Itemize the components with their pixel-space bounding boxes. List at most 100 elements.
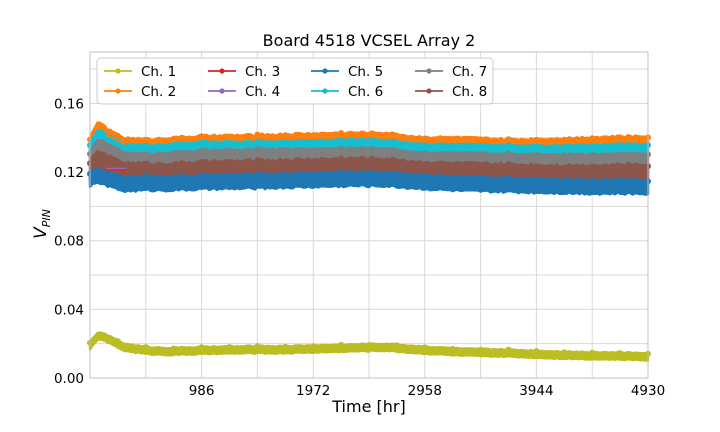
x-tick-label: 4930 <box>631 383 665 399</box>
series-bands <box>87 121 651 362</box>
series-point-ch-7 <box>226 147 233 154</box>
series-point-ch-5 <box>393 171 400 178</box>
series-point-ch-7 <box>589 151 596 158</box>
series-point-ch-5 <box>254 171 261 177</box>
series-point-ch-7 <box>505 150 512 157</box>
series-point-ch-6 <box>198 139 205 146</box>
series-point-ch-2 <box>561 136 568 143</box>
series-point-ch-1 <box>533 348 540 355</box>
series-point-ch-7 <box>282 146 289 153</box>
series-point-ch-5 <box>505 174 512 181</box>
series-point-ch-1 <box>617 350 624 357</box>
series-point-ch-7 <box>561 152 568 159</box>
series-point-ch-2 <box>170 135 177 142</box>
y-axis-label-main: V <box>31 226 51 239</box>
series-point-ch-1 <box>338 341 345 348</box>
series-connector-ch-6 <box>105 139 127 151</box>
tick-labels: 0.00 0.04 0.08 0.12 0.16 986 1972 2958 3944 4930 <box>54 96 665 399</box>
chart-title: Board 4518 VCSEL Array 2 <box>263 31 476 50</box>
series-point-ch-6 <box>589 142 596 149</box>
series-point-ch-1 <box>393 342 400 349</box>
legend-swatch-marker <box>219 68 225 74</box>
legend-swatch-marker <box>322 68 328 74</box>
series-point-ch-1 <box>170 345 177 352</box>
legend-label: Ch. 4 <box>245 84 280 100</box>
y-tick-label: 0.04 <box>54 302 84 318</box>
series-point-ch-7 <box>170 150 177 157</box>
series-point-ch-8 <box>338 155 345 162</box>
y-tick-label: 0.12 <box>54 165 84 181</box>
series-point-ch-2 <box>393 132 400 139</box>
series-point-ch-2 <box>142 136 149 143</box>
series-point-ch-1 <box>449 345 456 352</box>
legend: Ch. 1 Ch. 3 Ch. 5 Ch. 7 Ch. 2 Ch. 4 Ch. 6 Ch. 8 <box>96 57 494 105</box>
series-point-ch-1 <box>561 349 568 356</box>
series-point-ch-6 <box>421 142 428 149</box>
series-point-ch-6 <box>226 139 233 146</box>
series-point-ch-1 <box>477 346 484 353</box>
series-point-ch-8 <box>226 159 233 166</box>
series-point-ch-2 <box>617 134 624 141</box>
series-point-ch-7 <box>421 150 428 157</box>
y-tick-label: 0.16 <box>54 96 84 112</box>
series-point-ch-5 <box>366 170 372 177</box>
legend-entries: Ch. 1 Ch. 3 Ch. 5 Ch. 7 Ch. 2 Ch. 4 Ch. 6 Ch. 8 <box>104 64 487 100</box>
series-point-ch-6 <box>505 142 512 149</box>
series-point-ch-8 <box>142 160 149 167</box>
legend-swatch-marker <box>426 68 432 74</box>
series-point-ch-8 <box>505 161 512 168</box>
series-point-ch-1 <box>226 344 233 350</box>
legend-label: Ch. 2 <box>141 84 176 100</box>
series-point-ch-1 <box>142 344 149 351</box>
series-point-ch-5 <box>561 177 568 184</box>
series-point-ch-6 <box>477 142 484 149</box>
series-point-ch-1 <box>366 342 372 348</box>
series-point-ch-7 <box>338 145 345 152</box>
series-point-ch-5 <box>226 172 233 179</box>
series-point-ch-5 <box>310 171 317 178</box>
series-connector-ch-2 <box>105 134 127 146</box>
series-point-ch-1 <box>254 343 261 349</box>
series-point-ch-2 <box>589 135 596 142</box>
series-point-ch-2 <box>505 136 512 143</box>
series-point-ch-5 <box>449 175 456 182</box>
series-point-ch-5 <box>170 174 177 181</box>
series-point-ch-7 <box>617 151 624 158</box>
series-point-ch-6 <box>533 143 540 150</box>
series-point-ch-6 <box>170 141 177 148</box>
series-point-ch-5 <box>533 176 540 183</box>
series-point-ch-1 <box>589 349 596 356</box>
series-point-ch-2 <box>254 131 261 138</box>
series-point-ch-6 <box>449 142 456 149</box>
series-point-ch-2 <box>449 136 456 142</box>
series-point-ch-7 <box>310 147 317 154</box>
legend-item-ch-3: Ch. 3 <box>208 64 280 80</box>
series-point-ch-8 <box>477 162 484 169</box>
legend-label: Ch. 6 <box>348 84 383 100</box>
series-point-ch-6 <box>338 136 345 143</box>
x-tick-label: 1972 <box>296 383 330 399</box>
x-tick-label: 3944 <box>519 383 553 399</box>
legend-item-ch-5: Ch. 5 <box>311 64 383 80</box>
legend-item-ch-4: Ch. 4 <box>208 84 280 100</box>
y-tick-label: 0.00 <box>54 371 84 387</box>
legend-label: Ch. 8 <box>452 84 487 100</box>
series-point-ch-7 <box>366 146 372 153</box>
series-point-ch-5 <box>421 173 428 180</box>
series-point-ch-2 <box>477 136 484 143</box>
series-point-ch-2 <box>198 133 205 140</box>
series-point-ch-7 <box>449 151 456 158</box>
series-point-ch-1 <box>421 344 428 351</box>
series-point-ch-8 <box>421 161 428 168</box>
series-point-ch-5 <box>198 172 205 179</box>
series-point-ch-7 <box>393 147 400 154</box>
series-point-ch-5 <box>114 173 121 180</box>
series-point-ch-8 <box>254 157 261 164</box>
series-point-ch-5 <box>338 169 345 176</box>
series-point-ch-6 <box>142 142 149 149</box>
legend-swatch-marker <box>426 88 432 94</box>
legend-swatch-marker <box>219 88 225 94</box>
series-point-ch-8 <box>561 164 568 171</box>
legend-label: Ch. 1 <box>141 64 176 80</box>
series-point-ch-6 <box>310 138 317 145</box>
